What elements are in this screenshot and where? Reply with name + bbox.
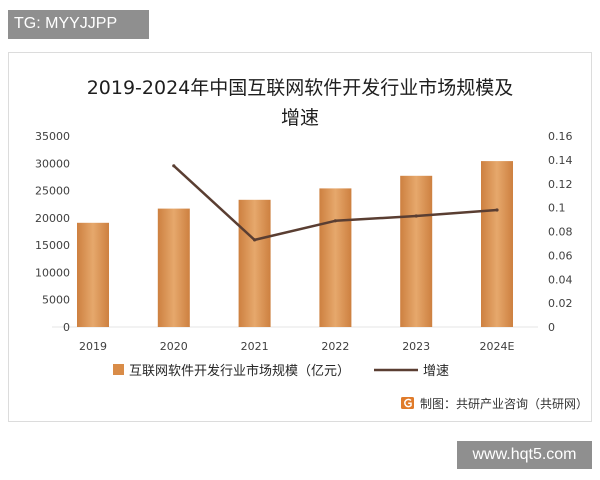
y-right-tick-label: 0.06 (548, 249, 573, 262)
legend-item-growth-rate: 增速 (374, 364, 449, 379)
y-left-tick-label: 20000 (35, 212, 70, 225)
gongyan-logo-icon (401, 397, 414, 409)
y-left-tick-label: 15000 (35, 239, 70, 252)
y-left-tick-label: 10000 (35, 266, 70, 279)
x-tick-label: 2023 (402, 340, 430, 353)
growth-point-2024e (495, 208, 499, 212)
legend-item-market-scale: 互联网软件开发行业市场规模（亿元） (113, 363, 350, 379)
y-right-tick-label: 0.16 (548, 130, 573, 143)
y-axis-right: 0.16 0.14 0.12 0.1 0.08 0.06 0.04 0.02 0 (548, 130, 573, 334)
x-tick-label: 2021 (241, 340, 269, 353)
x-tick-label: 2020 (160, 340, 188, 353)
y-axis-left: 35000 30000 25000 20000 15000 10000 5000 0 (35, 130, 70, 334)
y-right-tick-label: 0.14 (548, 154, 573, 167)
bar-2024e (481, 161, 513, 327)
y-left-tick-label: 0 (63, 321, 70, 334)
bar-2019 (77, 222, 109, 327)
y-right-tick-label: 0.08 (548, 226, 573, 239)
x-tick-label: 2019 (79, 340, 107, 353)
y-right-tick-label: 0.1 (548, 202, 566, 215)
bar-series-market-scale (77, 161, 513, 327)
x-axis: 2019 2020 2021 2022 2023 2024E (79, 340, 515, 353)
growth-point-2022 (333, 219, 337, 223)
chart-title: 2019-2024年中国互联网软件开发行业市场规模及增速 (86, 77, 514, 129)
y-left-tick-label: 5000 (42, 294, 70, 307)
y-right-tick-label: 0.12 (548, 178, 573, 191)
legend-swatch-market-scale (113, 364, 124, 375)
y-left-tick-label: 30000 (35, 157, 70, 170)
growth-point-2021 (253, 238, 257, 242)
growth-point-2023 (414, 214, 418, 218)
bar-2020 (157, 208, 190, 327)
y-right-tick-label: 0.04 (548, 273, 573, 286)
y-right-tick-label: 0.02 (548, 297, 573, 310)
legend: 互联网软件开发行业市场规模（亿元） 增速 (113, 363, 449, 379)
legend-label-market-scale: 互联网软件开发行业市场规模（亿元） (129, 363, 350, 379)
bar-2022 (319, 188, 352, 327)
growth-point-2020 (172, 164, 176, 168)
x-tick-label: 2022 (321, 340, 349, 353)
bar-2023 (400, 175, 433, 327)
y-right-tick-label: 0 (548, 321, 555, 334)
y-left-tick-label: 35000 (35, 130, 70, 143)
site-url-tag: www.hqt5.com (457, 441, 592, 469)
x-tick-label: 2024E (480, 340, 515, 353)
watermark-tag: TG: MYYJJPP (8, 10, 149, 39)
y-left-tick-label: 25000 (35, 185, 70, 198)
bar-2021 (238, 199, 271, 327)
line-series-growth-rate (172, 164, 499, 242)
source-text: 制图：共研产业咨询（共研网） (420, 396, 588, 411)
source-note: 制图：共研产业咨询（共研网） (401, 396, 588, 411)
legend-label-growth-rate: 增速 (423, 364, 449, 379)
